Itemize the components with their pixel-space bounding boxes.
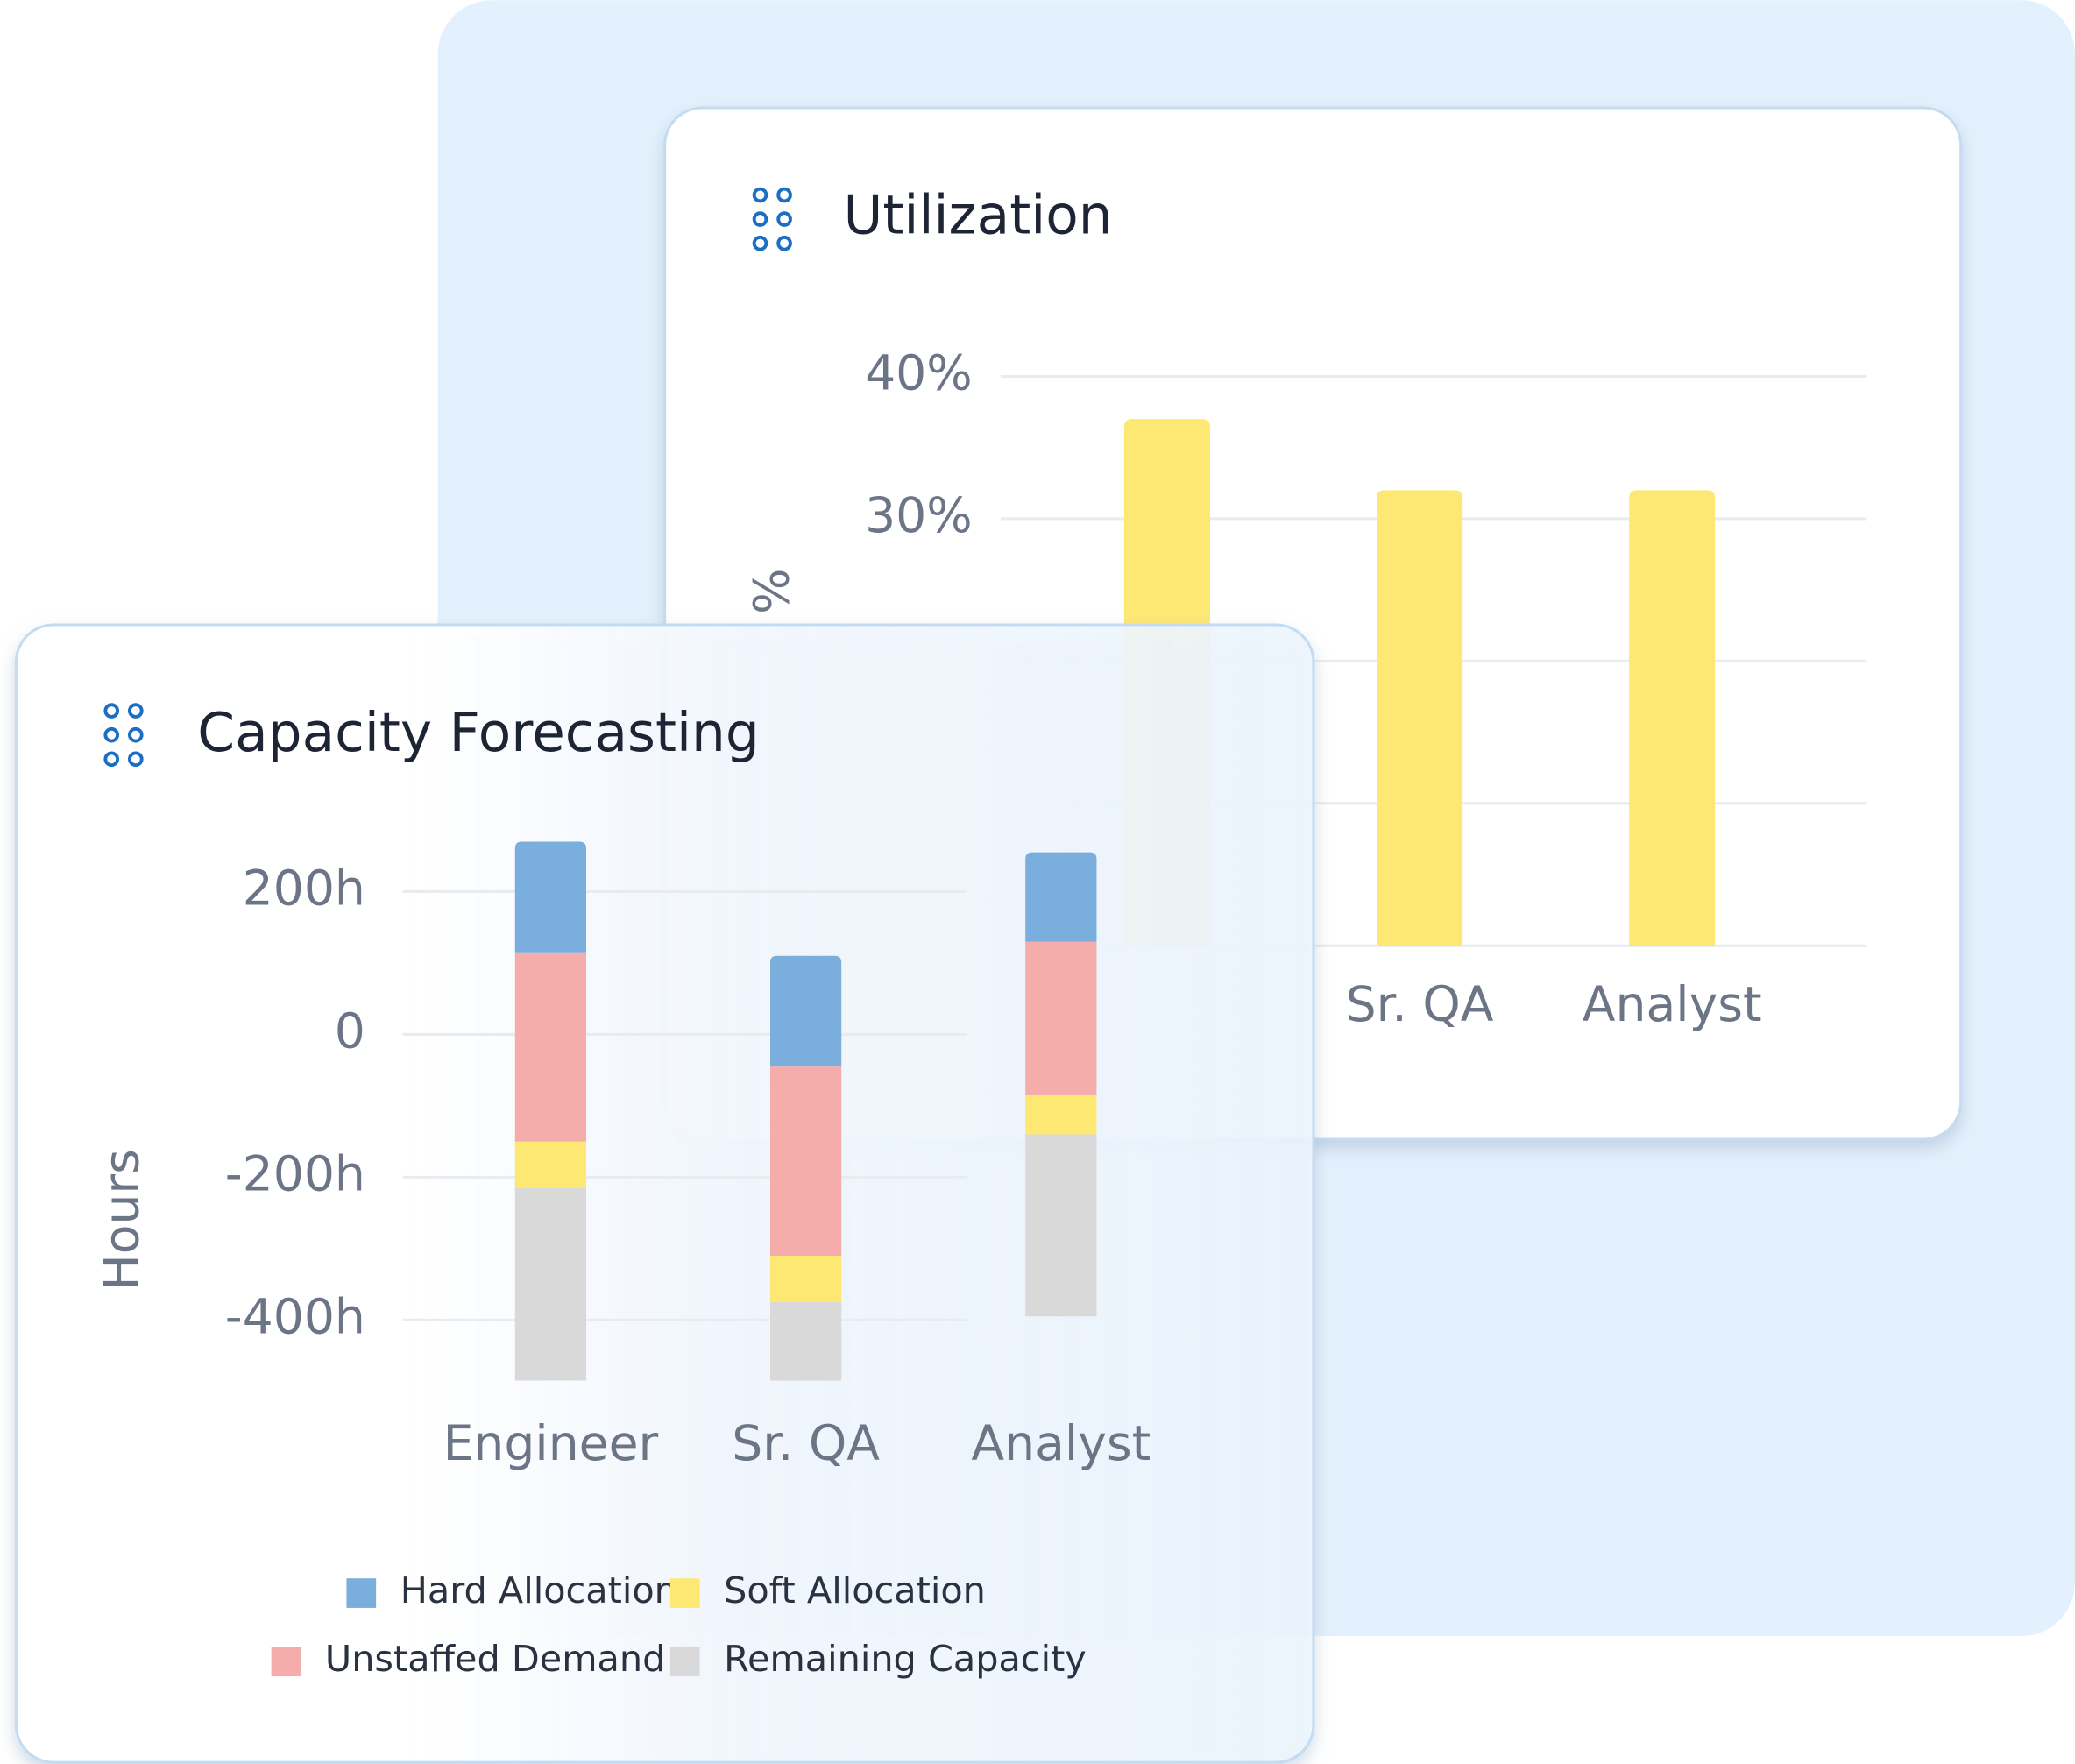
y-tick-label: 0 [335, 1004, 365, 1060]
y-tick-label: -400h [225, 1289, 365, 1345]
y-axis-label: Hours [95, 1149, 151, 1291]
bar-segment [769, 1066, 842, 1256]
drag-icon-dot [103, 703, 120, 719]
bar [1377, 490, 1463, 946]
bar-segment [1025, 1095, 1097, 1135]
x-tick-label: Analyst [1583, 977, 1762, 1033]
legend-swatch [271, 1647, 301, 1677]
drag-icon-dot [103, 751, 120, 768]
bar-segment [769, 955, 842, 1067]
x-tick-label: Sr. QA [1346, 977, 1494, 1033]
capacity-card: Capacity Forecasting Hours -400h -200h 0 200h… [14, 623, 1315, 1764]
y-tick-label: 40% [865, 346, 973, 402]
card [14, 623, 1315, 1764]
drag-icon-dot [127, 703, 144, 719]
bar [1629, 490, 1716, 946]
drag-icon-dot [752, 187, 768, 203]
drag-icon-dot [127, 726, 144, 743]
x-tick-label: Sr. QA [732, 1416, 880, 1472]
bar-segment [514, 1141, 587, 1188]
x-tick-label: Analyst [971, 1416, 1151, 1472]
bar-segment [769, 1301, 842, 1381]
y-tick-label: -200h [225, 1146, 365, 1202]
legend-label: Hard Allocation [400, 1569, 677, 1612]
legend-swatch [669, 1647, 700, 1677]
legend-label: Remaining Capacity [724, 1638, 1087, 1680]
bar-segment [1025, 1134, 1097, 1317]
legend-swatch [346, 1578, 377, 1608]
bar-segment [514, 841, 587, 953]
bar-segment [1025, 941, 1097, 1095]
legend-label: Soft Allocation [724, 1569, 986, 1612]
drag-icon-dot [776, 187, 792, 203]
y-axis-label: % [744, 568, 800, 613]
legend-label: Unstaffed Demand [325, 1638, 665, 1680]
drag-icon-dot [752, 235, 768, 251]
bar-segment [514, 1187, 587, 1381]
bar-segment [514, 952, 587, 1142]
legend-swatch [669, 1578, 700, 1608]
x-tick-label: Engineer [443, 1416, 659, 1472]
drag-icon-dot [127, 751, 144, 768]
chart-title: Capacity Forecasting [197, 702, 760, 764]
y-tick-label: 30% [865, 488, 973, 544]
chart-title: Utilization [844, 185, 1113, 247]
drag-icon-dot [103, 726, 120, 743]
y-tick-label: 200h [243, 861, 365, 917]
bar-segment [769, 1255, 842, 1302]
drag-icon-dot [776, 235, 792, 251]
bar-segment [1025, 852, 1097, 942]
drag-icon-dot [752, 211, 768, 227]
drag-icon-dot [776, 211, 792, 227]
